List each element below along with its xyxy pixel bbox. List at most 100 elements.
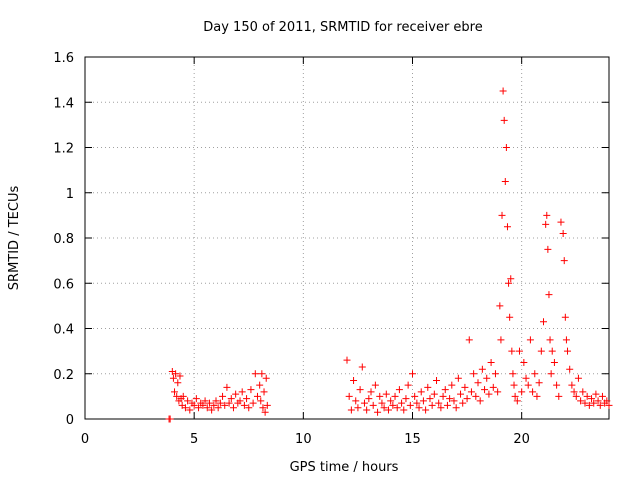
data-point bbox=[259, 404, 267, 412]
data-point bbox=[513, 397, 521, 405]
data-point bbox=[243, 395, 251, 403]
data-point bbox=[199, 401, 207, 409]
data-point bbox=[192, 395, 200, 403]
data-point bbox=[494, 388, 502, 396]
data-point bbox=[557, 218, 565, 226]
data-point bbox=[535, 379, 543, 387]
data-point bbox=[367, 388, 375, 396]
y-tick-label: 0.8 bbox=[53, 232, 74, 247]
data-point bbox=[245, 404, 253, 412]
data-point bbox=[356, 386, 364, 394]
data-point bbox=[398, 399, 406, 407]
data-point bbox=[391, 392, 399, 400]
data-point bbox=[501, 177, 509, 185]
data-point bbox=[176, 372, 184, 380]
data-point bbox=[415, 404, 423, 412]
data-point bbox=[402, 395, 410, 403]
data-point bbox=[505, 279, 513, 287]
data-point bbox=[347, 406, 355, 414]
data-point bbox=[179, 392, 187, 400]
data-point bbox=[172, 370, 180, 378]
data-point bbox=[174, 379, 182, 387]
data-point bbox=[509, 370, 517, 378]
data-point bbox=[358, 363, 366, 371]
data-point bbox=[533, 392, 541, 400]
data-point bbox=[417, 388, 425, 396]
data-point bbox=[502, 144, 510, 151]
data-point bbox=[384, 406, 392, 414]
y-tick-label: 1.6 bbox=[53, 51, 74, 66]
data-point bbox=[596, 401, 604, 409]
data-point bbox=[382, 390, 390, 398]
data-point bbox=[590, 399, 598, 407]
data-point bbox=[426, 395, 434, 403]
data-point bbox=[507, 275, 515, 283]
data-point bbox=[550, 358, 558, 366]
data-point bbox=[371, 381, 379, 389]
data-point bbox=[360, 399, 368, 407]
data-point bbox=[443, 401, 451, 409]
data-point bbox=[515, 347, 523, 355]
data-point bbox=[544, 245, 552, 253]
data-point bbox=[476, 397, 484, 405]
axes: 0 5 10 15 20 0 0.2 0.4 0.6 0.8 1 1.2 1.4 1.6 bbox=[53, 51, 609, 447]
data-point bbox=[562, 336, 570, 344]
data-point bbox=[257, 397, 265, 405]
data-point bbox=[387, 397, 395, 405]
y-tick-label: 1.2 bbox=[53, 142, 74, 157]
data-point bbox=[205, 399, 213, 407]
data-point bbox=[221, 401, 229, 409]
data-point bbox=[258, 370, 266, 378]
y-tick-label: 1.4 bbox=[53, 96, 74, 111]
data-point bbox=[441, 386, 449, 394]
data-point bbox=[585, 401, 593, 409]
data-point bbox=[190, 401, 198, 409]
data-point bbox=[422, 406, 430, 414]
data-point bbox=[446, 395, 454, 403]
data-point bbox=[548, 347, 556, 355]
data-point bbox=[374, 408, 382, 416]
data-point bbox=[566, 365, 574, 373]
data-point bbox=[472, 392, 480, 400]
x-axis-label: GPS time / hours bbox=[290, 460, 399, 475]
y-axis-label: SRMTID / TECUs bbox=[7, 186, 22, 291]
x-tick-label: 20 bbox=[513, 432, 530, 447]
data-point bbox=[260, 388, 268, 396]
plot-frame bbox=[84, 56, 610, 420]
data-point bbox=[214, 404, 222, 412]
data-point bbox=[393, 404, 401, 412]
data-point bbox=[253, 392, 261, 400]
data-point bbox=[201, 397, 209, 405]
y-tick-label: 0.4 bbox=[53, 323, 74, 338]
data-point bbox=[240, 401, 248, 409]
data-point bbox=[537, 347, 545, 355]
data-points bbox=[165, 87, 613, 423]
data-point bbox=[598, 392, 606, 400]
x-tick-label: 0 bbox=[81, 432, 89, 447]
data-point bbox=[365, 395, 373, 403]
data-point bbox=[186, 406, 194, 414]
data-point bbox=[478, 365, 486, 373]
y-tick-label: 0.6 bbox=[53, 277, 74, 292]
data-point bbox=[503, 223, 511, 231]
data-point bbox=[583, 392, 591, 400]
data-point bbox=[195, 404, 203, 412]
data-point bbox=[236, 397, 244, 405]
data-point bbox=[166, 415, 174, 423]
data-point bbox=[487, 358, 495, 366]
data-point bbox=[555, 392, 563, 400]
data-point bbox=[184, 397, 192, 405]
data-point bbox=[524, 381, 532, 389]
data-point bbox=[210, 401, 218, 409]
data-point bbox=[540, 318, 547, 326]
data-point bbox=[219, 392, 227, 400]
data-point bbox=[363, 406, 371, 414]
data-point bbox=[579, 388, 587, 396]
data-point bbox=[543, 211, 551, 219]
data-point bbox=[232, 390, 240, 398]
data-point bbox=[223, 383, 231, 391]
data-point bbox=[251, 370, 259, 378]
data-point bbox=[491, 370, 499, 378]
data-point bbox=[547, 370, 555, 378]
data-point bbox=[474, 379, 482, 387]
